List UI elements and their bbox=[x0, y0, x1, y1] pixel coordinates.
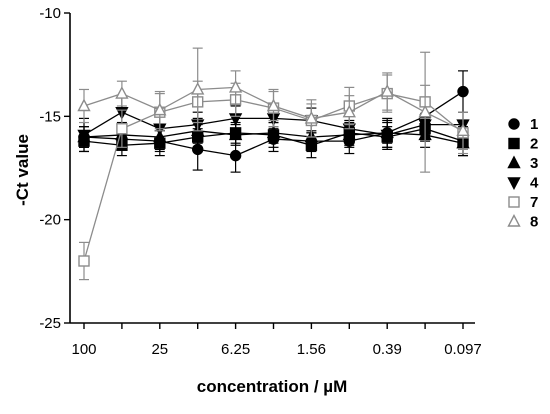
legend-label: 1 bbox=[530, 116, 538, 133]
y-tick-label: -20 bbox=[39, 212, 61, 229]
legend-label: 3 bbox=[530, 155, 538, 172]
legend-label: 8 bbox=[530, 214, 538, 231]
x-tick-label: 100 bbox=[71, 341, 96, 358]
legend-label: 7 bbox=[530, 194, 538, 211]
legend-label: 2 bbox=[530, 136, 538, 153]
data-point-8 bbox=[115, 86, 129, 99]
data-point-1 bbox=[229, 149, 242, 162]
data-point-8 bbox=[418, 104, 432, 118]
data-point-7 bbox=[78, 255, 90, 267]
legend-item-4: 4 bbox=[507, 175, 539, 192]
data-point-8 bbox=[380, 84, 394, 97]
legend-item-1: 1 bbox=[508, 116, 538, 133]
plot-layer: -10 -15 -20 -25 100 25 6.25 1.56 0.39 0.097 bbox=[39, 5, 481, 358]
legend-marker bbox=[508, 118, 520, 130]
legend-item-8: 8 bbox=[507, 213, 538, 231]
data-point-8 bbox=[153, 102, 167, 116]
legend-label: 4 bbox=[530, 175, 539, 192]
data-point-3 bbox=[266, 125, 281, 139]
legend-marker bbox=[508, 196, 520, 208]
data-point-8 bbox=[77, 98, 91, 112]
y-axis-label: -Ct value bbox=[13, 134, 32, 206]
data-point-8 bbox=[266, 98, 281, 112]
data-point-8 bbox=[191, 81, 205, 95]
legend-item-7: 7 bbox=[508, 194, 538, 211]
data-point-7 bbox=[116, 123, 128, 135]
legend-marker bbox=[508, 137, 520, 150]
data-point-4 bbox=[77, 129, 91, 143]
data-point-4 bbox=[380, 129, 394, 143]
legend-item-2: 2 bbox=[508, 136, 538, 153]
y-tick-label: -10 bbox=[39, 5, 61, 22]
legend-marker bbox=[507, 155, 521, 169]
y-tick-label: -15 bbox=[39, 108, 61, 125]
series-8 bbox=[77, 47, 470, 173]
x-axis-label: concentration / µM bbox=[197, 377, 348, 396]
legend: 1 2 3 4 7 8 bbox=[507, 116, 539, 231]
x-tick-label: 0.39 bbox=[373, 341, 402, 358]
x-tick-label: 1.56 bbox=[297, 341, 326, 358]
legend-item-3: 3 bbox=[507, 155, 538, 172]
data-point-8 bbox=[456, 123, 470, 137]
x-tick-label: 0.097 bbox=[444, 341, 482, 358]
data-point-8 bbox=[228, 79, 243, 93]
data-point-3 bbox=[228, 127, 243, 141]
data-point-8 bbox=[304, 110, 319, 124]
data-point-8 bbox=[342, 104, 356, 118]
x-tick-label: 25 bbox=[151, 341, 168, 358]
legend-marker bbox=[507, 213, 521, 227]
x-tick-label: 6.25 bbox=[221, 341, 250, 358]
data-point-1 bbox=[457, 85, 469, 98]
y-tick-label: -25 bbox=[39, 315, 61, 332]
legend-marker bbox=[507, 177, 521, 191]
